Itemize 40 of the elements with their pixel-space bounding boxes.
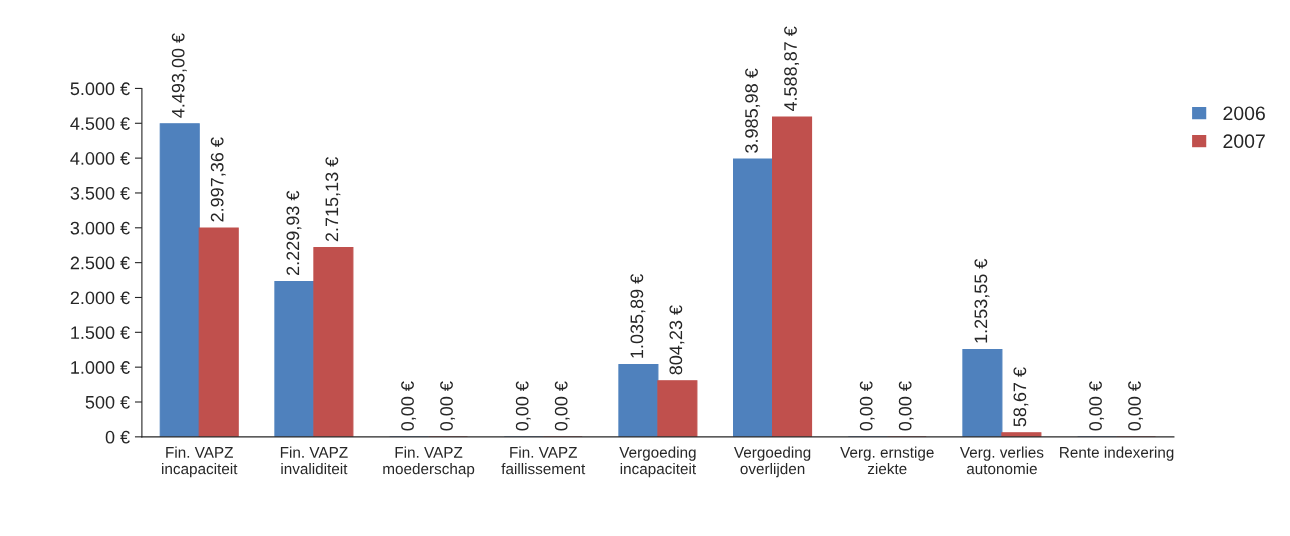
data-label: 0,00 € [898, 381, 914, 431]
y-tick-label: 1.000 € [71, 361, 130, 374]
data-label: 1.035,89 € [630, 274, 646, 358]
data-label: 0,00 € [440, 381, 456, 431]
data-label: 0,00 € [401, 381, 417, 431]
data-label: 0,00 € [554, 381, 570, 431]
y-tick-label: 5.000 € [70, 82, 130, 96]
data-label: 0,00 € [515, 381, 531, 431]
y-tick-label: 3.000 € [70, 221, 130, 235]
x-tick-label: Verg. ernstige ziekte [840, 446, 934, 475]
data-label: 1.253,55 € [974, 258, 990, 343]
data-label: 0,00 € [1128, 381, 1144, 431]
y-tick-label: 2.500 € [70, 256, 130, 270]
x-tick-label: Fin. VAPZ invaliditeit [280, 446, 348, 475]
data-label: 804,23 € [669, 305, 685, 375]
y-tick-label: 0 € [105, 430, 130, 444]
data-label: 3.985,98 € [745, 68, 761, 153]
x-tick-label: Vergoeding overlijden [733, 446, 811, 478]
data-label: 58,67 € [1013, 367, 1029, 427]
y-tick-label: 500 € [85, 395, 130, 409]
x-tick-label: Fin. VAPZ incapaciteit [162, 446, 238, 478]
x-tick-label: Fin. VAPZ faillissement [501, 446, 586, 475]
y-tick-label: 4.000 € [70, 152, 130, 165]
data-label: 4.493,00 € [171, 33, 187, 118]
data-label: 2.715,13 € [325, 157, 341, 242]
x-tick-label: Vergoeding incapaciteit [619, 446, 697, 478]
x-tick-label: Verg. verlies autonomie [959, 446, 1044, 475]
legend-label: 2007 [1223, 134, 1265, 149]
data-label: 4.588,87 € [784, 26, 800, 112]
x-tick-label: Rente indexering [1060, 446, 1174, 461]
data-label: 0,00 € [859, 381, 875, 431]
y-tick-label: 3.500 € [70, 186, 130, 200]
y-tick-label: 4.500 € [70, 117, 130, 130]
x-tick-label: Fin. VAPZ moederschap [383, 446, 475, 478]
data-label: 2.229,93 € [286, 190, 302, 275]
data-label: 2.997,36 € [210, 137, 226, 222]
y-tick-label: 2.000 € [70, 291, 130, 305]
legend-label: 2006 [1223, 106, 1265, 121]
y-tick-label: 1.500 € [71, 326, 130, 340]
data-label: 0,00 € [1089, 381, 1105, 431]
